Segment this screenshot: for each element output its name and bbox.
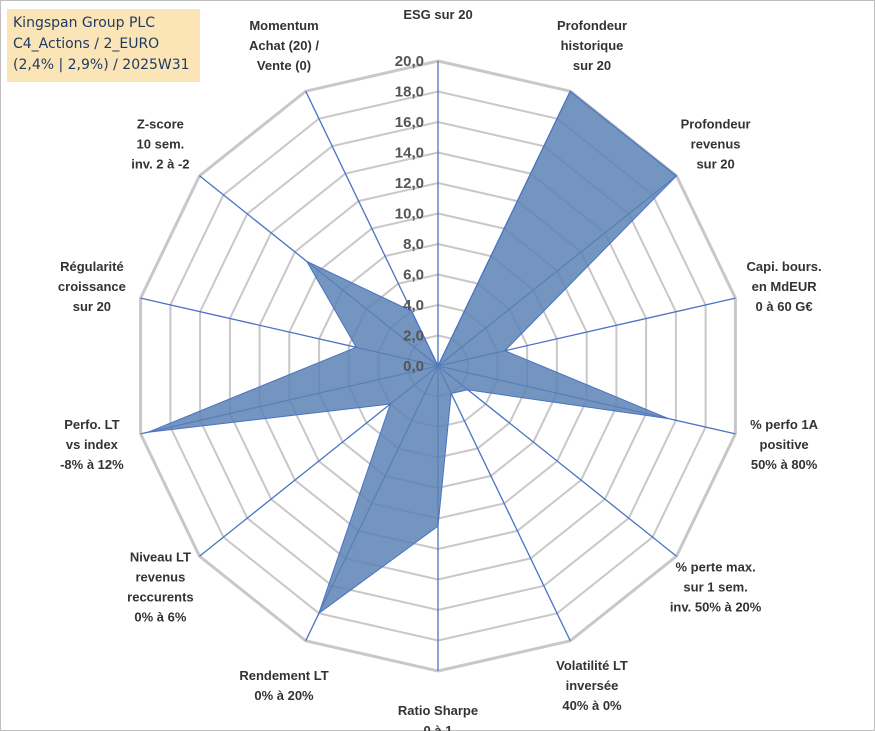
title-line-category: C4_Actions / 2_EURO xyxy=(13,36,160,52)
axis-label-line: % perte max. xyxy=(675,559,755,574)
axis-label-line: -8% à 12% xyxy=(60,457,124,472)
axis-label-line: Régularité xyxy=(60,259,124,274)
axis-label-line: sur 20 xyxy=(73,299,111,314)
axis-label-line: Perfo. LT xyxy=(64,417,119,432)
axis-label: % perte max. sur 1 sem. inv. 50% à 20% xyxy=(670,559,762,614)
axis-label-line: ESG sur 20 xyxy=(403,7,472,22)
axis-label-line: Achat (20) / xyxy=(249,38,319,53)
axis-label-line: % perfo 1A xyxy=(750,417,819,432)
axis-label: % perfo 1A positive 50% à 80% xyxy=(750,417,819,472)
axis-label-line: 40% à 0% xyxy=(562,698,622,713)
chart-title-box: Kingspan Group PLC C4_Actions / 2_EURO (… xyxy=(7,9,200,82)
axis-label-line: 0% à 6% xyxy=(134,609,186,624)
axis-label-line: vs index xyxy=(66,437,119,452)
series-area xyxy=(147,90,678,615)
axis-label-line: revenus xyxy=(691,137,741,152)
axis-label-line: sur 1 sem. xyxy=(683,579,747,594)
axis-label-line: Ratio Sharpe xyxy=(398,703,478,718)
axis-label: Z-score 10 sem. inv. 2 à -2 xyxy=(131,117,189,172)
axis-label-line: Note xyxy=(424,0,453,2)
axis-label: Ratio Sharpe 0 à 1 xyxy=(398,703,478,731)
axis-label: Profondeur historique sur 20 xyxy=(557,18,627,73)
axis-label-line: Z-score xyxy=(137,117,184,132)
axis-label-line: Vente (0) xyxy=(257,58,311,73)
axis-label-line: Volatilité LT xyxy=(556,658,628,673)
axis-label-line: sur 20 xyxy=(696,157,734,172)
axis-label-line: Profondeur xyxy=(681,117,751,132)
title-line-period: (2,4% | 2,9%) / 2025W31 xyxy=(13,57,190,73)
axis-label-line: sur 20 xyxy=(573,58,611,73)
axis-label-line: inversée xyxy=(566,678,619,693)
axis-label: Régularité croissance sur 20 xyxy=(58,259,126,314)
tick-label: 14,0 xyxy=(395,145,424,162)
axis-label-line: revenus xyxy=(135,569,185,584)
tick-label: 2,0 xyxy=(403,328,424,345)
axis-label-line: Rendement LT xyxy=(239,668,328,683)
tick-label: 8,0 xyxy=(403,236,424,253)
axis-label: Note ESG sur 20 xyxy=(403,0,472,22)
axis-label: Niveau LT revenus reccurents 0% à 6% xyxy=(127,549,193,624)
axis-label-line: 50% à 80% xyxy=(751,457,818,472)
radial-tick-labels: 0,0 2,0 4,0 6,0 8,0 10,0 12,0 14,0 16,0 18,0 20,0 xyxy=(395,53,424,375)
axis-label-line: inv. 2 à -2 xyxy=(131,157,189,172)
tick-label: 16,0 xyxy=(395,114,424,131)
tick-label: 18,0 xyxy=(395,84,424,101)
axis-label: Perfo. LT vs index -8% à 12% xyxy=(60,417,124,472)
axis-label-line: inv. 50% à 20% xyxy=(670,599,762,614)
tick-label: 6,0 xyxy=(403,267,424,284)
axis-label-line: Capi. bours. xyxy=(747,259,822,274)
axis-label-line: reccurents xyxy=(127,589,193,604)
axis-label-line: Niveau LT xyxy=(130,549,191,564)
axis-spoke xyxy=(437,365,571,642)
radar-series xyxy=(147,90,678,615)
axis-label-line: 0 à 1 xyxy=(424,723,453,731)
axis-label-line: 0 à 60 G€ xyxy=(756,299,813,314)
axis-label: Profondeur revenus sur 20 xyxy=(681,117,751,172)
axis-label-line: 0% à 20% xyxy=(254,688,314,703)
axis-label-line: positive xyxy=(760,437,809,452)
tick-label: 4,0 xyxy=(403,297,424,314)
axis-label-line: Momentum xyxy=(249,18,318,33)
tick-label: 20,0 xyxy=(395,53,424,70)
axis-label: Capi. bours. en MdEUR 0 à 60 G€ xyxy=(747,259,822,314)
title-line-company: Kingspan Group PLC xyxy=(13,15,156,31)
tick-label: 0,0 xyxy=(403,358,424,375)
axis-label-line: historique xyxy=(561,38,624,53)
axis-label-line: Profondeur xyxy=(557,18,627,33)
axis-label-line: en MdEUR xyxy=(752,279,818,294)
axis-labels: Note ESG sur 20 Profondeur historique sur 20… xyxy=(58,0,822,731)
tick-label: 10,0 xyxy=(395,206,424,223)
tick-label: 12,0 xyxy=(395,175,424,192)
axis-spoke xyxy=(437,365,677,557)
axis-label: Rendement LT 0% à 20% xyxy=(239,668,328,703)
axis-label: Momentum Achat (20) / Vente (0) xyxy=(249,18,319,73)
axis-label: Volatilité LT inversée 40% à 0% xyxy=(556,658,628,713)
axis-label-line: croissance xyxy=(58,279,126,294)
axis-label-line: 10 sem. xyxy=(137,137,185,152)
